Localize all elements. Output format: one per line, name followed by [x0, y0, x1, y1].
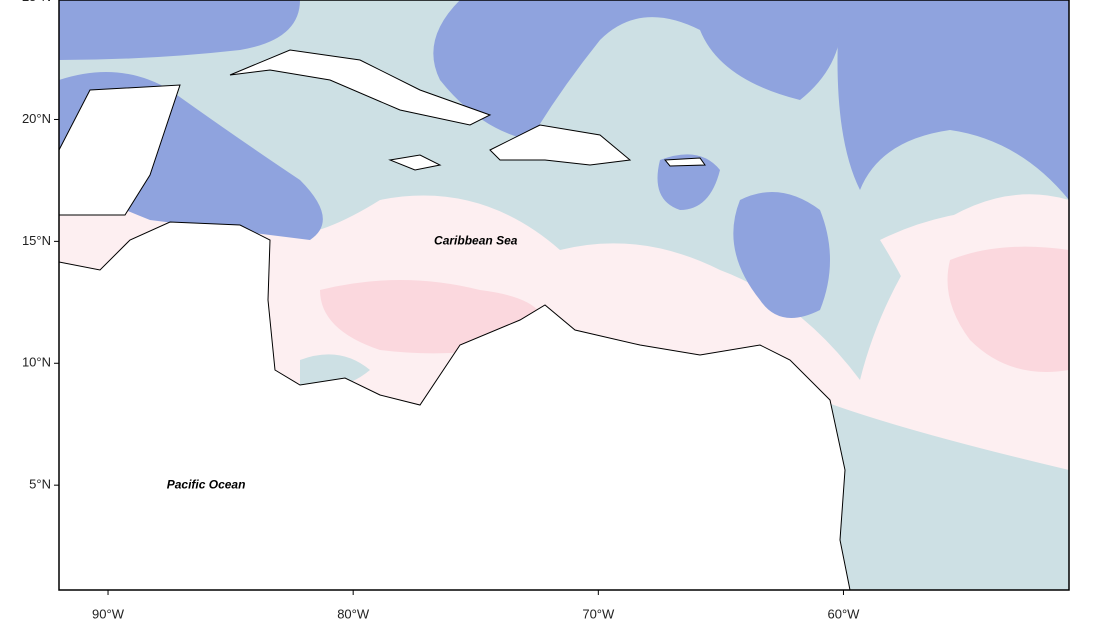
- y-tick-label: 15°N: [22, 233, 51, 248]
- field: [59, 0, 1069, 590]
- sea-label: Caribbean Sea: [434, 234, 518, 248]
- frame: [58, 0, 1070, 591]
- x-tick-label: 60°W: [827, 606, 860, 621]
- y-tick-label: 25°N: [22, 0, 51, 4]
- y-tick-label: 20°N: [22, 111, 51, 126]
- x-tick-label: 80°W: [337, 606, 370, 621]
- x-tick-label: 90°W: [92, 606, 125, 621]
- x-tick-label: 70°W: [582, 606, 615, 621]
- y-tick-label: 10°N: [22, 355, 51, 370]
- sea-label: Atlantic Ocean: [751, 0, 836, 4]
- sea-label: Pacific Ocean: [167, 477, 246, 491]
- y-tick-label: 5°N: [29, 477, 51, 492]
